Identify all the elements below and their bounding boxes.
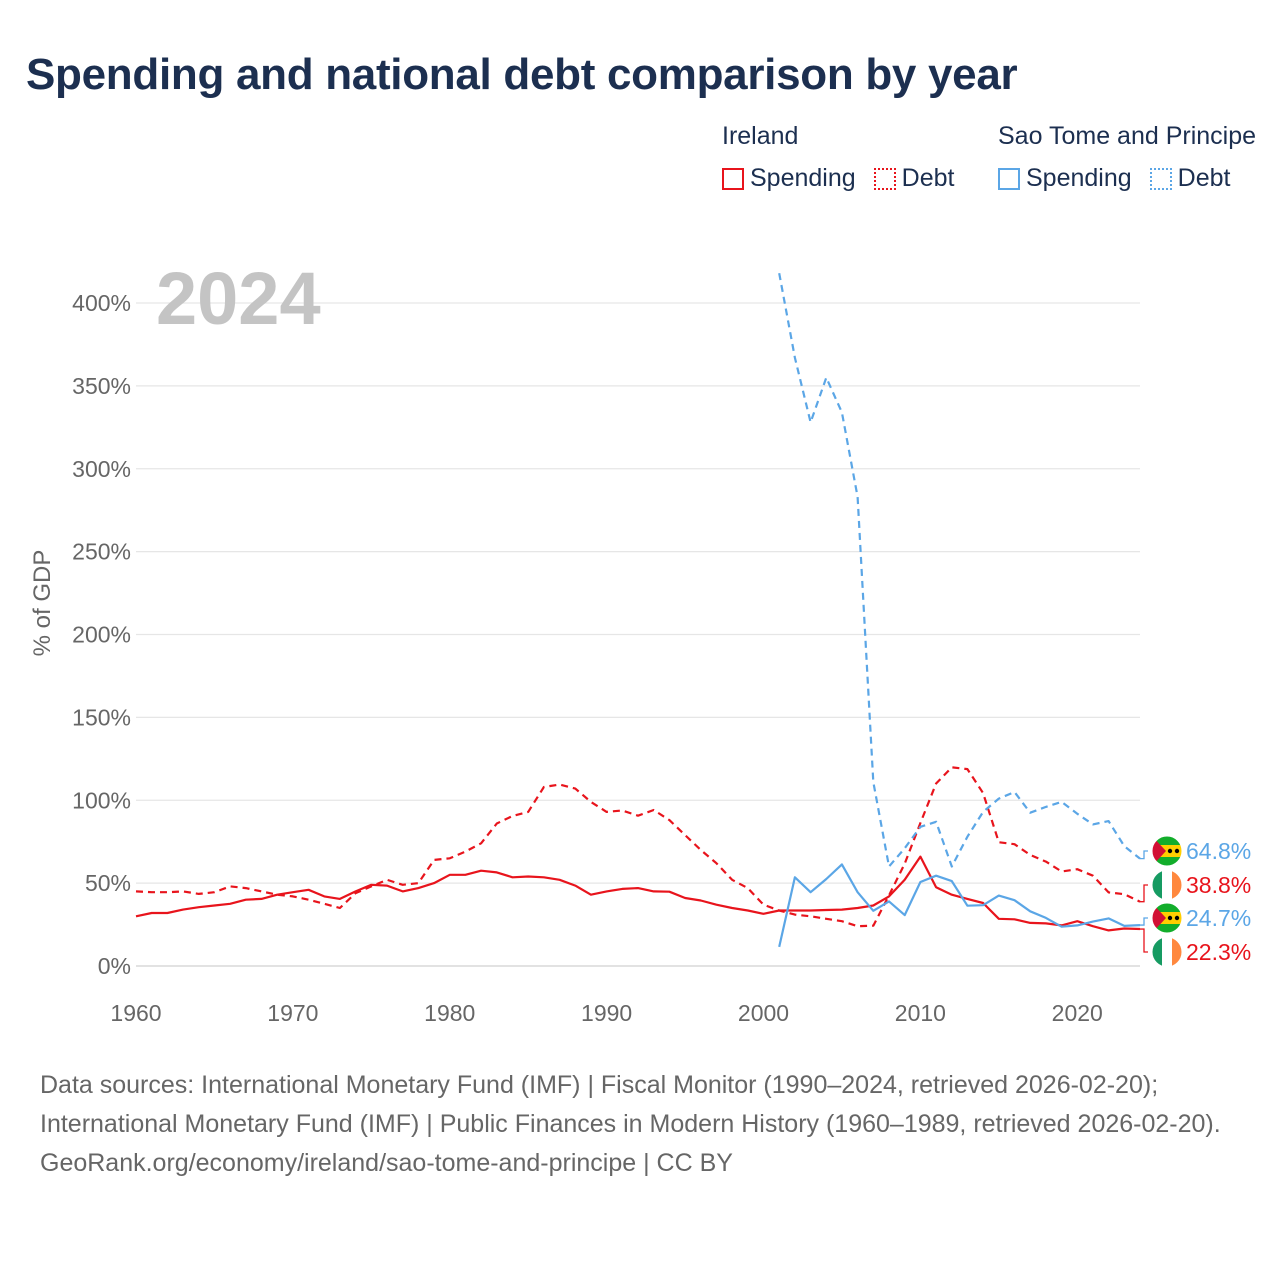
series-line-sao-tome-and-principe-spending[interactable] bbox=[778, 863, 1141, 948]
data-sources: Data sources: International Monetary Fun… bbox=[40, 1071, 1221, 1138]
end-value-label: 24.7% bbox=[1186, 905, 1251, 931]
y-tick-label: 0% bbox=[98, 953, 131, 979]
y-tick-label: 250% bbox=[72, 539, 131, 565]
line-chart: 2024 % of GDP 0% 50% 100% 150% 200% 250% 300% 3… bbox=[29, 257, 1251, 1026]
y-tick-label: 100% bbox=[72, 787, 131, 813]
x-tick-label: 2020 bbox=[1052, 1000, 1103, 1026]
x-tick-label: 1970 bbox=[267, 1000, 318, 1026]
footer: Data sources: International Monetary Fun… bbox=[40, 1066, 1240, 1183]
credit-link[interactable]: GeoRank.org/economy/ireland/sao-tome-and… bbox=[40, 1149, 733, 1177]
legend-sao-tome-spending[interactable]: Spending bbox=[998, 164, 1132, 193]
end-label-connector bbox=[1140, 917, 1148, 926]
legend-label: Spending bbox=[1026, 164, 1132, 192]
y-axis-title: % of GDP bbox=[29, 550, 56, 657]
legend-label: Debt bbox=[1177, 164, 1231, 192]
legend-label: Debt bbox=[901, 164, 955, 192]
year-watermark: 2024 bbox=[156, 257, 321, 340]
y-tick-label: 300% bbox=[72, 456, 131, 482]
y-tick-label: 400% bbox=[72, 290, 131, 316]
legend-swatch-dotted bbox=[873, 167, 896, 190]
ireland-flag-icon bbox=[1151, 869, 1183, 901]
y-tick-label: 150% bbox=[72, 704, 131, 730]
x-tick-label: 1960 bbox=[110, 1000, 161, 1026]
legend-swatch-solid bbox=[998, 167, 1020, 190]
chart-title: Spending and national debt comparison by… bbox=[26, 50, 1018, 99]
sao-tome-flag-icon bbox=[1151, 902, 1183, 934]
x-axis-ticks: 1960 1970 1980 1990 2000 2010 2020 bbox=[110, 1000, 1102, 1026]
y-tick-label: 350% bbox=[72, 373, 131, 399]
series-line-sao-tome-and-principe-debt[interactable] bbox=[778, 272, 1141, 868]
gridlines bbox=[136, 302, 1140, 967]
legend-group-sao-tome: Sao Tome and Principe Spending Debt bbox=[998, 122, 1256, 193]
legend-group-ireland: Ireland Spending Debt bbox=[722, 122, 954, 193]
x-tick-label: 1990 bbox=[581, 1000, 632, 1026]
x-tick-label: 1980 bbox=[424, 1000, 475, 1026]
legend-group-title: Sao Tome and Principe bbox=[998, 122, 1257, 150]
legend-ireland-spending[interactable]: Spending bbox=[722, 164, 856, 193]
series-line-ireland-debt[interactable] bbox=[135, 766, 1141, 928]
end-label-connector bbox=[1140, 928, 1148, 953]
end-label-connector bbox=[1140, 884, 1148, 903]
y-tick-label: 200% bbox=[72, 622, 131, 648]
ireland-flag-icon bbox=[1151, 936, 1183, 968]
legend-group-title: Ireland bbox=[722, 122, 799, 150]
y-axis-ticks: 0% 50% 100% 150% 200% 250% 300% 350% 400% bbox=[72, 290, 131, 979]
end-value-label: 38.8% bbox=[1186, 872, 1251, 898]
sao-tome-flag-icon bbox=[1151, 835, 1183, 867]
end-label-connector bbox=[1140, 850, 1148, 860]
x-tick-label: 2000 bbox=[738, 1000, 789, 1026]
end-value-label: 22.3% bbox=[1186, 939, 1251, 965]
y-tick-label: 50% bbox=[85, 870, 131, 896]
legend-swatch-solid bbox=[722, 167, 744, 190]
series-line-ireland-spending[interactable] bbox=[135, 855, 1141, 932]
end-value-label: 64.8% bbox=[1186, 838, 1251, 864]
x-tick-label: 2010 bbox=[895, 1000, 946, 1026]
legend-label: Spending bbox=[750, 164, 856, 192]
legend-swatch-dotted bbox=[1149, 167, 1172, 190]
end-labels: 64.8% 38.8% 24.7% 22.3% bbox=[1140, 835, 1251, 968]
series-lines bbox=[135, 272, 1141, 948]
legend-sao-tome-debt[interactable]: Debt bbox=[1149, 164, 1231, 193]
legend-ireland-debt[interactable]: Debt bbox=[873, 164, 955, 193]
